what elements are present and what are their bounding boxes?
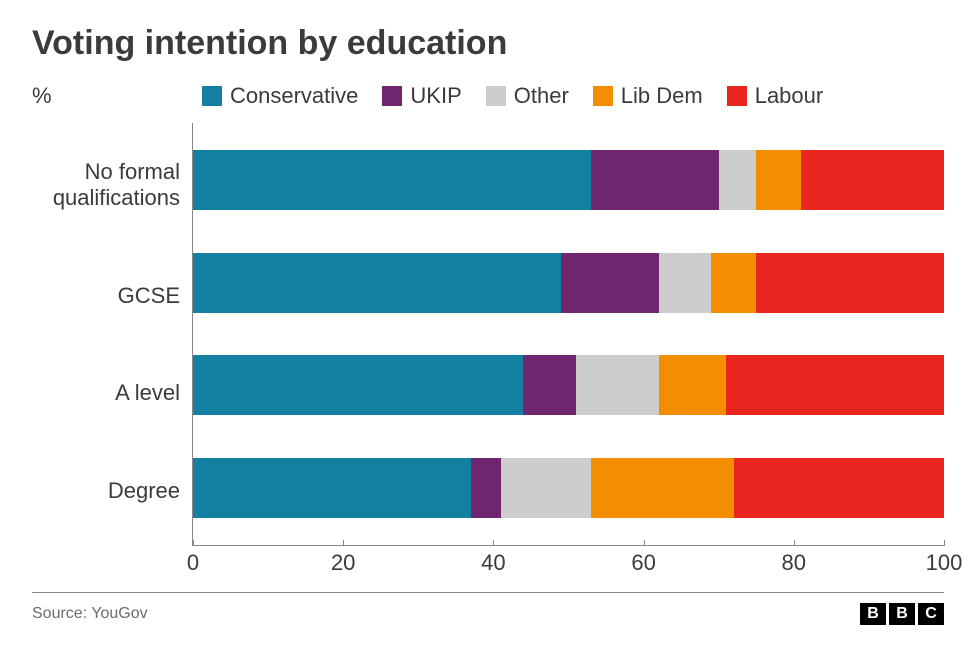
bar-segment-libdem: [591, 458, 734, 518]
legend-label: Other: [514, 83, 569, 109]
bar-segment-ukip: [561, 253, 659, 313]
bars-wrap: 020406080100: [192, 123, 944, 576]
plot-area: No formalqualifications GCSE A level Degree…: [32, 123, 944, 576]
legend-label: Lib Dem: [621, 83, 703, 109]
x-axis: 020406080100: [192, 546, 944, 576]
legend-swatch-other: [486, 86, 506, 106]
legend-swatch-conservative: [202, 86, 222, 106]
x-tick-label: 100: [926, 550, 963, 576]
x-tick-label: 80: [782, 550, 806, 576]
x-tick-mark: [944, 540, 945, 546]
category-label: GCSE: [32, 283, 192, 308]
bar-segment-other: [576, 355, 659, 415]
legend-label: Labour: [755, 83, 824, 109]
legend: Conservative UKIP Other Lib Dem Labour: [192, 83, 944, 109]
legend-swatch-labour: [727, 86, 747, 106]
legend-item-libdem: Lib Dem: [593, 83, 703, 109]
bar-segment-labour: [756, 253, 944, 313]
bar-row: [193, 355, 944, 415]
legend-row: % Conservative UKIP Other Lib Dem Labour: [32, 83, 944, 109]
bar-segment-other: [501, 458, 591, 518]
x-tick-mark: [193, 540, 194, 546]
legend-swatch-ukip: [382, 86, 402, 106]
x-tick-mark: [493, 540, 494, 546]
bar-segment-libdem: [659, 355, 727, 415]
source-text: Source: YouGov: [32, 605, 148, 623]
bar-segment-other: [659, 253, 712, 313]
bar-segment-labour: [734, 458, 944, 518]
bar-segment-conservative: [193, 150, 591, 210]
legend-item-labour: Labour: [727, 83, 824, 109]
legend-item-ukip: UKIP: [382, 83, 461, 109]
bbc-logo-letter: B: [860, 603, 886, 625]
x-tick-mark: [794, 540, 795, 546]
chart-container: Voting intention by education % Conserva…: [0, 0, 976, 645]
bbc-logo-letter: C: [918, 603, 944, 625]
bar-row: [193, 458, 944, 518]
bar-segment-ukip: [523, 355, 576, 415]
chart-title: Voting intention by education: [32, 24, 944, 63]
category-label: Degree: [32, 478, 192, 503]
bars-area: [192, 123, 944, 546]
x-tick-label: 40: [481, 550, 505, 576]
x-tick-label: 20: [331, 550, 355, 576]
bar-segment-libdem: [756, 150, 801, 210]
x-tick-mark: [343, 540, 344, 546]
legend-item-conservative: Conservative: [202, 83, 358, 109]
bar-segment-labour: [726, 355, 944, 415]
bar-segment-labour: [801, 150, 944, 210]
bar-segment-ukip: [591, 150, 719, 210]
legend-label: Conservative: [230, 83, 358, 109]
legend-swatch-libdem: [593, 86, 613, 106]
x-tick-label: 60: [631, 550, 655, 576]
x-tick-mark: [644, 540, 645, 546]
category-label: No formalqualifications: [32, 159, 192, 210]
footer: Source: YouGov BBC: [32, 592, 944, 625]
legend-item-other: Other: [486, 83, 569, 109]
bar-segment-conservative: [193, 458, 471, 518]
category-label: A level: [32, 380, 192, 405]
bar-segment-other: [719, 150, 757, 210]
legend-label: UKIP: [410, 83, 461, 109]
bar-segment-conservative: [193, 253, 561, 313]
bar-segment-libdem: [711, 253, 756, 313]
x-tick-label: 0: [187, 550, 199, 576]
bar-segment-conservative: [193, 355, 523, 415]
category-labels: No formalqualifications GCSE A level Degree: [32, 123, 192, 576]
bbc-logo-letter: B: [889, 603, 915, 625]
bar-row: [193, 150, 944, 210]
y-unit-label: %: [32, 83, 192, 109]
bar-segment-ukip: [471, 458, 501, 518]
bar-row: [193, 253, 944, 313]
bbc-logo: BBC: [860, 603, 944, 625]
